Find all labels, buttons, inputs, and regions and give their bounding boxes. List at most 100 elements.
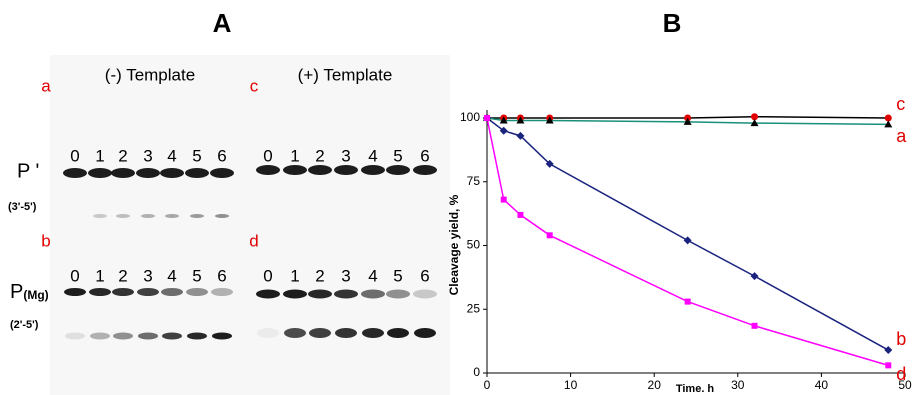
gel-band — [88, 168, 112, 178]
gel-band — [284, 328, 306, 338]
lane-label: 3 — [341, 266, 350, 285]
series-label: d — [896, 364, 906, 384]
gel-band — [386, 165, 410, 175]
gel-band — [137, 288, 159, 296]
gel-band — [334, 289, 358, 299]
gel-band — [65, 332, 85, 340]
gel-heading: (+) Template — [298, 65, 393, 84]
gel-band — [414, 328, 436, 338]
x-tick-label: 30 — [731, 378, 745, 392]
point — [500, 196, 507, 203]
product-label: P ' — [17, 160, 39, 182]
gel-letter: b — [41, 231, 50, 250]
point — [884, 120, 893, 128]
point — [546, 232, 553, 239]
lane-label: 5 — [393, 266, 402, 285]
panel-title: A — [213, 8, 232, 38]
lane-label: 0 — [263, 266, 272, 285]
lane-label: 5 — [192, 266, 201, 285]
series-label: a — [896, 126, 907, 146]
gel-heading: (-) Template — [105, 65, 195, 84]
y-tick-label: 25 — [467, 301, 481, 315]
gel-band — [165, 214, 179, 218]
point — [517, 211, 524, 218]
lane-label: 4 — [368, 146, 377, 165]
gel-band — [334, 165, 358, 175]
gel-band — [386, 289, 410, 299]
gel-band — [212, 332, 232, 340]
lane-label: 1 — [290, 146, 299, 165]
gel-band — [93, 214, 107, 218]
gel-band — [136, 168, 160, 178]
gel-letter: a — [41, 76, 51, 95]
lane-label: 0 — [263, 146, 272, 165]
point — [683, 236, 692, 245]
gel-band — [283, 289, 307, 299]
gel-band — [113, 332, 133, 340]
product-label: P(Mg) — [10, 281, 49, 303]
gel-band — [187, 332, 207, 340]
gel-band — [162, 332, 182, 340]
y-axis-title: Cleavage yield, % — [447, 194, 461, 295]
gel-band — [413, 289, 437, 299]
y-tick-label: 0 — [473, 365, 480, 379]
point — [684, 298, 691, 305]
lane-label: 0 — [70, 266, 79, 285]
lane-label: 2 — [315, 146, 324, 165]
lane-label: 5 — [192, 146, 201, 165]
gel-band — [256, 289, 280, 299]
x-axis-title: Time. h — [676, 383, 715, 395]
gel-band — [361, 289, 385, 299]
panel-title: B — [663, 8, 682, 38]
point — [484, 115, 490, 121]
gel-band — [308, 289, 332, 299]
lane-label: 1 — [290, 266, 299, 285]
x-tick-label: 20 — [648, 378, 662, 392]
x-tick-label: 40 — [815, 378, 829, 392]
lane-label: 0 — [70, 146, 79, 165]
gel-band — [190, 214, 204, 218]
x-tick-label: 10 — [564, 378, 578, 392]
gel-band — [215, 214, 229, 218]
x-tick-label: 50 — [898, 378, 912, 392]
gel-band — [141, 214, 155, 218]
gel-band — [362, 328, 384, 338]
lane-label: 6 — [217, 146, 226, 165]
lane-label: 3 — [341, 146, 350, 165]
lane-label: 5 — [393, 146, 402, 165]
lane-label: 6 — [420, 266, 429, 285]
linkage-label: (3'-5') — [8, 201, 37, 213]
lane-label: 1 — [95, 146, 104, 165]
lane-label: 2 — [315, 266, 324, 285]
y-tick-label: 75 — [467, 174, 481, 188]
gel-band — [161, 288, 183, 296]
point — [751, 113, 759, 121]
gel-band — [138, 332, 158, 340]
gel-band — [185, 168, 209, 178]
point — [545, 159, 554, 168]
lane-label: 2 — [118, 146, 127, 165]
point — [545, 116, 554, 124]
y-tick-label: 50 — [467, 238, 481, 252]
gel-band — [335, 328, 357, 338]
gel-band — [387, 328, 409, 338]
gel-band — [210, 168, 234, 178]
point — [516, 131, 525, 140]
gel-band — [90, 332, 110, 340]
product-label: P — [10, 281, 23, 303]
gel-band — [160, 168, 184, 178]
gel-band — [309, 328, 331, 338]
point — [884, 346, 893, 355]
y-tick-label: 100 — [460, 110, 480, 124]
gel-band — [361, 165, 385, 175]
gel-band — [89, 288, 111, 296]
lane-label: 6 — [420, 146, 429, 165]
point — [499, 126, 508, 135]
point — [884, 114, 892, 122]
lane-label: 4 — [368, 266, 377, 285]
point — [683, 117, 692, 125]
gel-band — [63, 168, 87, 178]
gel-band — [308, 165, 332, 175]
point — [885, 362, 892, 369]
